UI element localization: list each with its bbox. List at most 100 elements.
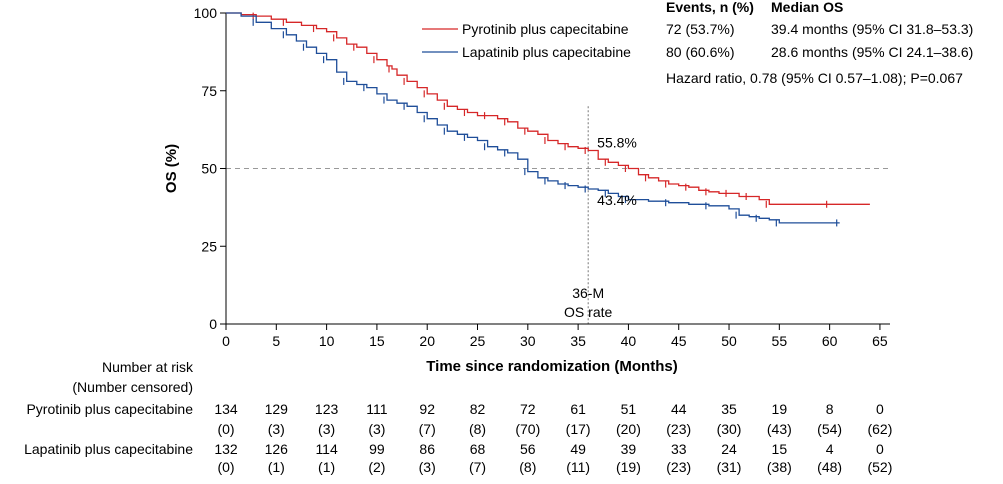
risk-at-risk-value: 132 [214,441,238,457]
risk-at-risk-value: 24 [721,441,737,457]
risk-censored-value: (8) [519,459,536,475]
risk-censored-value: (23) [666,459,691,475]
risk-at-risk-value: 51 [621,401,637,417]
risk-at-risk-value: 68 [470,441,486,457]
rate-label-lapatinib: 43.4% [597,192,637,208]
risk-at-risk-value: 123 [315,401,339,417]
risk-row-name-lapatinib: Lapatinib plus capecitabine [24,441,193,457]
x-tick-label: 45 [671,333,687,349]
risk-censored-value: (8) [469,421,486,437]
risk-censored-value: (43) [767,421,792,437]
risk-censored-value: (62) [867,421,892,437]
x-tick-label: 60 [822,333,838,349]
risk-censored-value: (48) [817,459,842,475]
risk-censored-value: (1) [318,459,335,475]
curve-lapatinib [226,12,840,224]
risk-at-risk-value: 114 [315,441,338,457]
rate-annotations: 55.8% 43.4% [597,134,637,208]
risk-censored-value: (1) [268,459,285,475]
x-tick-label: 25 [470,333,486,349]
risk-censored-value: (2) [368,459,385,475]
risk-at-risk-value: 19 [772,401,788,417]
legend-events-pyrotinib: 72 (53.7%) [666,21,734,37]
x-tick-label: 55 [772,333,788,349]
risk-censored-value: (0) [217,421,234,437]
legend-median-pyrotinib: 39.4 months (95% CI 31.8–53.3) [771,21,973,37]
x-tick-label: 40 [621,333,637,349]
risk-at-risk-value: 99 [369,441,385,457]
risk-censored-value: (3) [419,459,436,475]
x-axis-title: Time since randomization (Months) [426,358,677,375]
legend-name-pyrotinib: Pyrotinib plus capecitabine [462,21,629,37]
legend-header-events: Events, n (%) [666,0,754,15]
risk-at-risk-value: 4 [826,441,834,457]
risk-at-risk-value: 86 [419,441,435,457]
risk-at-risk-value: 82 [470,401,486,417]
y-ticks: 0 25 50 75 100 [194,5,226,332]
risk-censored-value: (3) [318,421,335,437]
x-tick-label: 50 [721,333,737,349]
x-tick-label: 20 [419,333,435,349]
risk-at-risk-value: 61 [570,401,586,417]
y-tick-label: 25 [201,238,217,254]
risk-at-risk-value: 39 [621,441,637,457]
risk-censored-value: (7) [419,421,436,437]
risk-table-subtitle: (Number censored) [72,379,193,395]
risk-at-risk-value: 134 [214,401,238,417]
x-tick-label: 15 [369,333,385,349]
x-tick-label: 35 [570,333,586,349]
risk-censored-value: (7) [469,459,486,475]
risk-at-risk-value: 15 [772,441,788,457]
y-tick-label: 0 [209,316,217,332]
risk-censored-value: (3) [268,421,285,437]
risk-at-risk-value: 126 [265,441,289,457]
y-axis-title: OS (%) [163,144,180,193]
risk-at-risk-value: 44 [671,401,687,417]
risk-table: Number at risk (Number censored) Pyrotin… [24,359,892,475]
risk-at-risk-value: 8 [826,401,834,417]
risk-at-risk-value: 92 [419,401,435,417]
x-ticks: 0 5 10 15 20 25 30 35 40 45 50 55 60 65 [222,324,888,349]
risk-at-risk-value: 111 [366,401,387,417]
x-tick-label: 0 [222,333,230,349]
risk-censored-value: (19) [616,459,641,475]
risk-at-risk-value: 0 [876,401,884,417]
risk-table-cells: 134 (0) 129 (3) 123 (3) 111 (3) 92 (7) 82 (8) 72 (70)… [214,401,892,475]
month-36-marker: 36-M OS rate [564,285,612,320]
marker-label-line2: OS rate [564,304,612,320]
x-tick-label: 10 [319,333,335,349]
legend-hazard-ratio: Hazard ratio, 0.78 (95% CI 0.57–1.08); P… [666,70,963,86]
risk-censored-value: (3) [368,421,385,437]
x-tick-label: 5 [272,333,280,349]
y-tick-label: 50 [201,161,217,177]
risk-table-title: Number at risk [102,359,194,375]
risk-censored-value: (17) [566,421,591,437]
risk-at-risk-value: 56 [520,441,536,457]
legend-header-median: Median OS [771,0,843,15]
x-tick-label: 30 [520,333,536,349]
risk-row-name-pyrotinib: Pyrotinib plus capecitabine [26,401,193,417]
risk-censored-value: (23) [666,421,691,437]
risk-censored-value: (70) [515,421,540,437]
risk-censored-value: (31) [717,459,742,475]
risk-at-risk-value: 49 [570,441,586,457]
legend-name-lapatinib: Lapatinib plus capecitabine [462,44,631,60]
risk-censored-value: (52) [867,459,892,475]
risk-censored-value: (38) [767,459,792,475]
risk-at-risk-value: 35 [721,401,737,417]
risk-censored-value: (0) [217,459,234,475]
legend: Events, n (%) Median OS Pyrotinib plus c… [422,0,973,86]
x-tick-label: 65 [872,333,888,349]
legend-median-lapatinib: 28.6 months (95% CI 24.1–38.6) [771,44,973,60]
reference-lines [226,106,890,324]
risk-censored-value: (11) [566,459,590,475]
risk-at-risk-value: 33 [671,441,687,457]
risk-censored-value: (54) [817,421,842,437]
legend-events-lapatinib: 80 (60.6%) [666,44,734,60]
risk-censored-value: (30) [717,421,742,437]
y-tick-label: 100 [194,5,218,21]
risk-censored-value: (20) [616,421,641,437]
y-tick-label: 75 [201,83,217,99]
